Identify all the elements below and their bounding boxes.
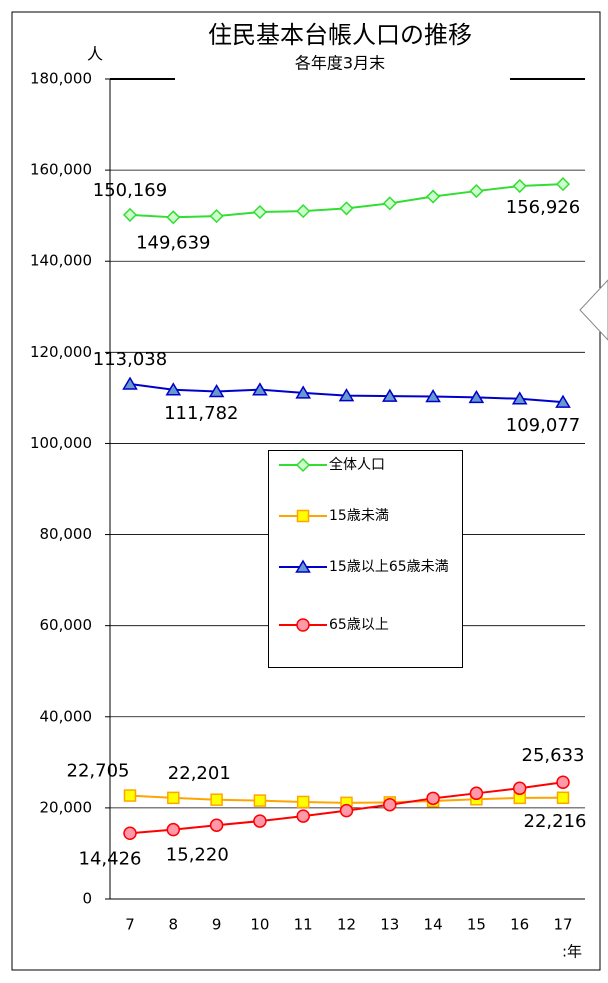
marker xyxy=(252,204,267,220)
marker xyxy=(208,384,225,398)
marker xyxy=(469,184,484,199)
marker xyxy=(296,204,311,219)
marker xyxy=(166,210,181,225)
marker xyxy=(123,789,137,802)
data-label: 22,705 xyxy=(67,761,130,782)
marker xyxy=(209,209,224,224)
legend-marker xyxy=(296,509,310,523)
y-tick-label: 100,000 xyxy=(30,434,92,452)
y-tick-label: 80,000 xyxy=(40,525,93,543)
marker xyxy=(556,791,570,805)
y-tick-label: 60,000 xyxy=(40,616,93,634)
legend-item: 15歳未満 xyxy=(277,508,454,525)
data-label: 15,220 xyxy=(166,845,229,866)
x-tick-label: 10 xyxy=(250,916,269,934)
legend-swatch xyxy=(279,618,327,632)
data-label: 149,639 xyxy=(136,232,210,253)
marker xyxy=(122,376,138,390)
y-tick-label: 0 xyxy=(82,890,92,908)
data-label: 113,038 xyxy=(93,349,167,370)
marker xyxy=(210,793,223,806)
marker xyxy=(426,189,441,204)
legend-item: 全体人口 xyxy=(277,457,454,474)
x-tick-label: 17 xyxy=(553,916,572,934)
marker xyxy=(383,797,397,812)
y-tick-label: 140,000 xyxy=(30,252,92,270)
data-label: 22,216 xyxy=(524,811,587,832)
marker xyxy=(469,786,484,801)
marker xyxy=(167,791,180,805)
legend-marker xyxy=(295,457,311,473)
x-tick-label: 9 xyxy=(212,916,222,934)
marker xyxy=(382,196,397,211)
legend-marker xyxy=(295,559,311,573)
legend-label: 65歳以上 xyxy=(329,617,389,633)
marker xyxy=(338,388,355,402)
marker xyxy=(296,795,310,809)
marker xyxy=(253,814,267,828)
x-tick-label: 11 xyxy=(294,916,313,934)
x-axis-label: :年 xyxy=(562,943,582,961)
x-tick-label: 14 xyxy=(424,916,443,934)
marker xyxy=(166,822,181,837)
marker xyxy=(556,775,570,789)
chart-border xyxy=(11,11,601,971)
y-tick-label: 180,000 xyxy=(30,70,92,88)
marker xyxy=(381,388,398,402)
y-tick-label: 120,000 xyxy=(30,343,92,361)
marker xyxy=(339,201,354,216)
legend-marker xyxy=(296,618,310,632)
callout-arrow xyxy=(579,279,608,341)
x-tick-label: 7 xyxy=(125,916,135,934)
chart-title: 住民基本台帳人口の推移 xyxy=(208,21,472,49)
x-tick-label: 12 xyxy=(337,916,356,934)
legend-label: 15歳未満 xyxy=(329,508,389,524)
marker xyxy=(123,826,137,841)
x-tick-label: 16 xyxy=(510,916,529,934)
y-tick-label: 160,000 xyxy=(30,161,92,179)
legend-item: 15歳以上65歳未満 xyxy=(277,559,454,576)
marker xyxy=(295,385,312,399)
legend-swatch xyxy=(279,509,327,523)
data-label: 22,201 xyxy=(168,763,231,784)
marker xyxy=(512,178,527,194)
data-label: 109,077 xyxy=(506,415,580,436)
data-label: 14,426 xyxy=(79,848,142,869)
marker xyxy=(209,818,224,832)
legend-label: 全体人口 xyxy=(329,457,385,473)
data-label: 25,633 xyxy=(522,745,585,766)
marker xyxy=(122,207,138,222)
legend: 全体人口 15歳未満 15歳以上65歳未満 65歳以上 xyxy=(268,450,463,668)
marker xyxy=(468,389,485,404)
marker xyxy=(555,177,571,192)
y-tick-label: 40,000 xyxy=(40,707,93,725)
marker xyxy=(339,803,354,818)
marker xyxy=(252,382,268,396)
legend-item: 65歳以上 xyxy=(277,617,454,634)
marker xyxy=(512,781,527,796)
marker xyxy=(296,809,310,823)
title-background xyxy=(176,70,509,88)
legend-label: 15歳以上65歳未満 xyxy=(329,559,449,575)
marker xyxy=(511,391,528,405)
data-label: 150,169 xyxy=(93,180,167,201)
marker xyxy=(426,791,440,806)
marker xyxy=(425,389,441,403)
y-tick-label: 20,000 xyxy=(40,798,93,816)
y-axis-label: 人 xyxy=(87,45,103,64)
chart-subtitle: 各年度3月末 xyxy=(295,54,385,73)
marker xyxy=(165,382,182,396)
data-label: 156,926 xyxy=(506,197,580,218)
x-tick-label: 13 xyxy=(380,916,399,934)
data-label: 111,782 xyxy=(164,403,238,424)
legend-swatch xyxy=(279,457,327,473)
legend-swatch xyxy=(279,559,327,573)
marker xyxy=(555,394,571,408)
x-tick-label: 8 xyxy=(169,916,179,934)
x-tick-label: 15 xyxy=(467,916,486,934)
marker xyxy=(253,794,267,807)
